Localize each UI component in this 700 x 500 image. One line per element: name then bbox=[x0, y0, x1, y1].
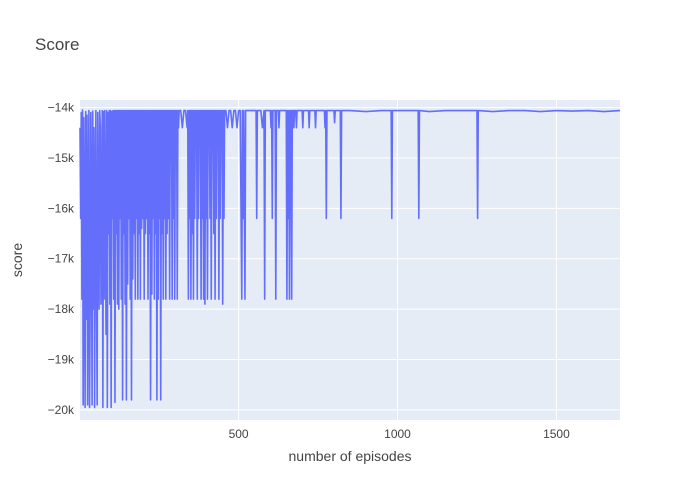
x-tick-label: 1500 bbox=[543, 427, 570, 441]
y-axis-title: score bbox=[9, 243, 25, 277]
y-tick-label: −16k bbox=[48, 201, 75, 215]
tick-labels: 500 1000 1500 −20k −19k −18k −17k −16k −15k −14k bbox=[48, 101, 570, 441]
series-layer bbox=[79, 109, 621, 409]
y-tick-label: −19k bbox=[48, 353, 75, 367]
y-tick-label: −15k bbox=[48, 151, 75, 165]
y-tick-label: −14k bbox=[48, 101, 75, 115]
x-tick-label: 500 bbox=[229, 427, 249, 441]
y-tick-label: −20k bbox=[48, 403, 75, 417]
score-series-line bbox=[79, 109, 621, 409]
chart-title: Score bbox=[35, 35, 79, 54]
x-axis-title: number of episodes bbox=[289, 448, 412, 464]
y-tick-label: −17k bbox=[48, 252, 75, 266]
x-tick-label: 1000 bbox=[384, 427, 411, 441]
y-tick-label: −18k bbox=[48, 302, 75, 316]
